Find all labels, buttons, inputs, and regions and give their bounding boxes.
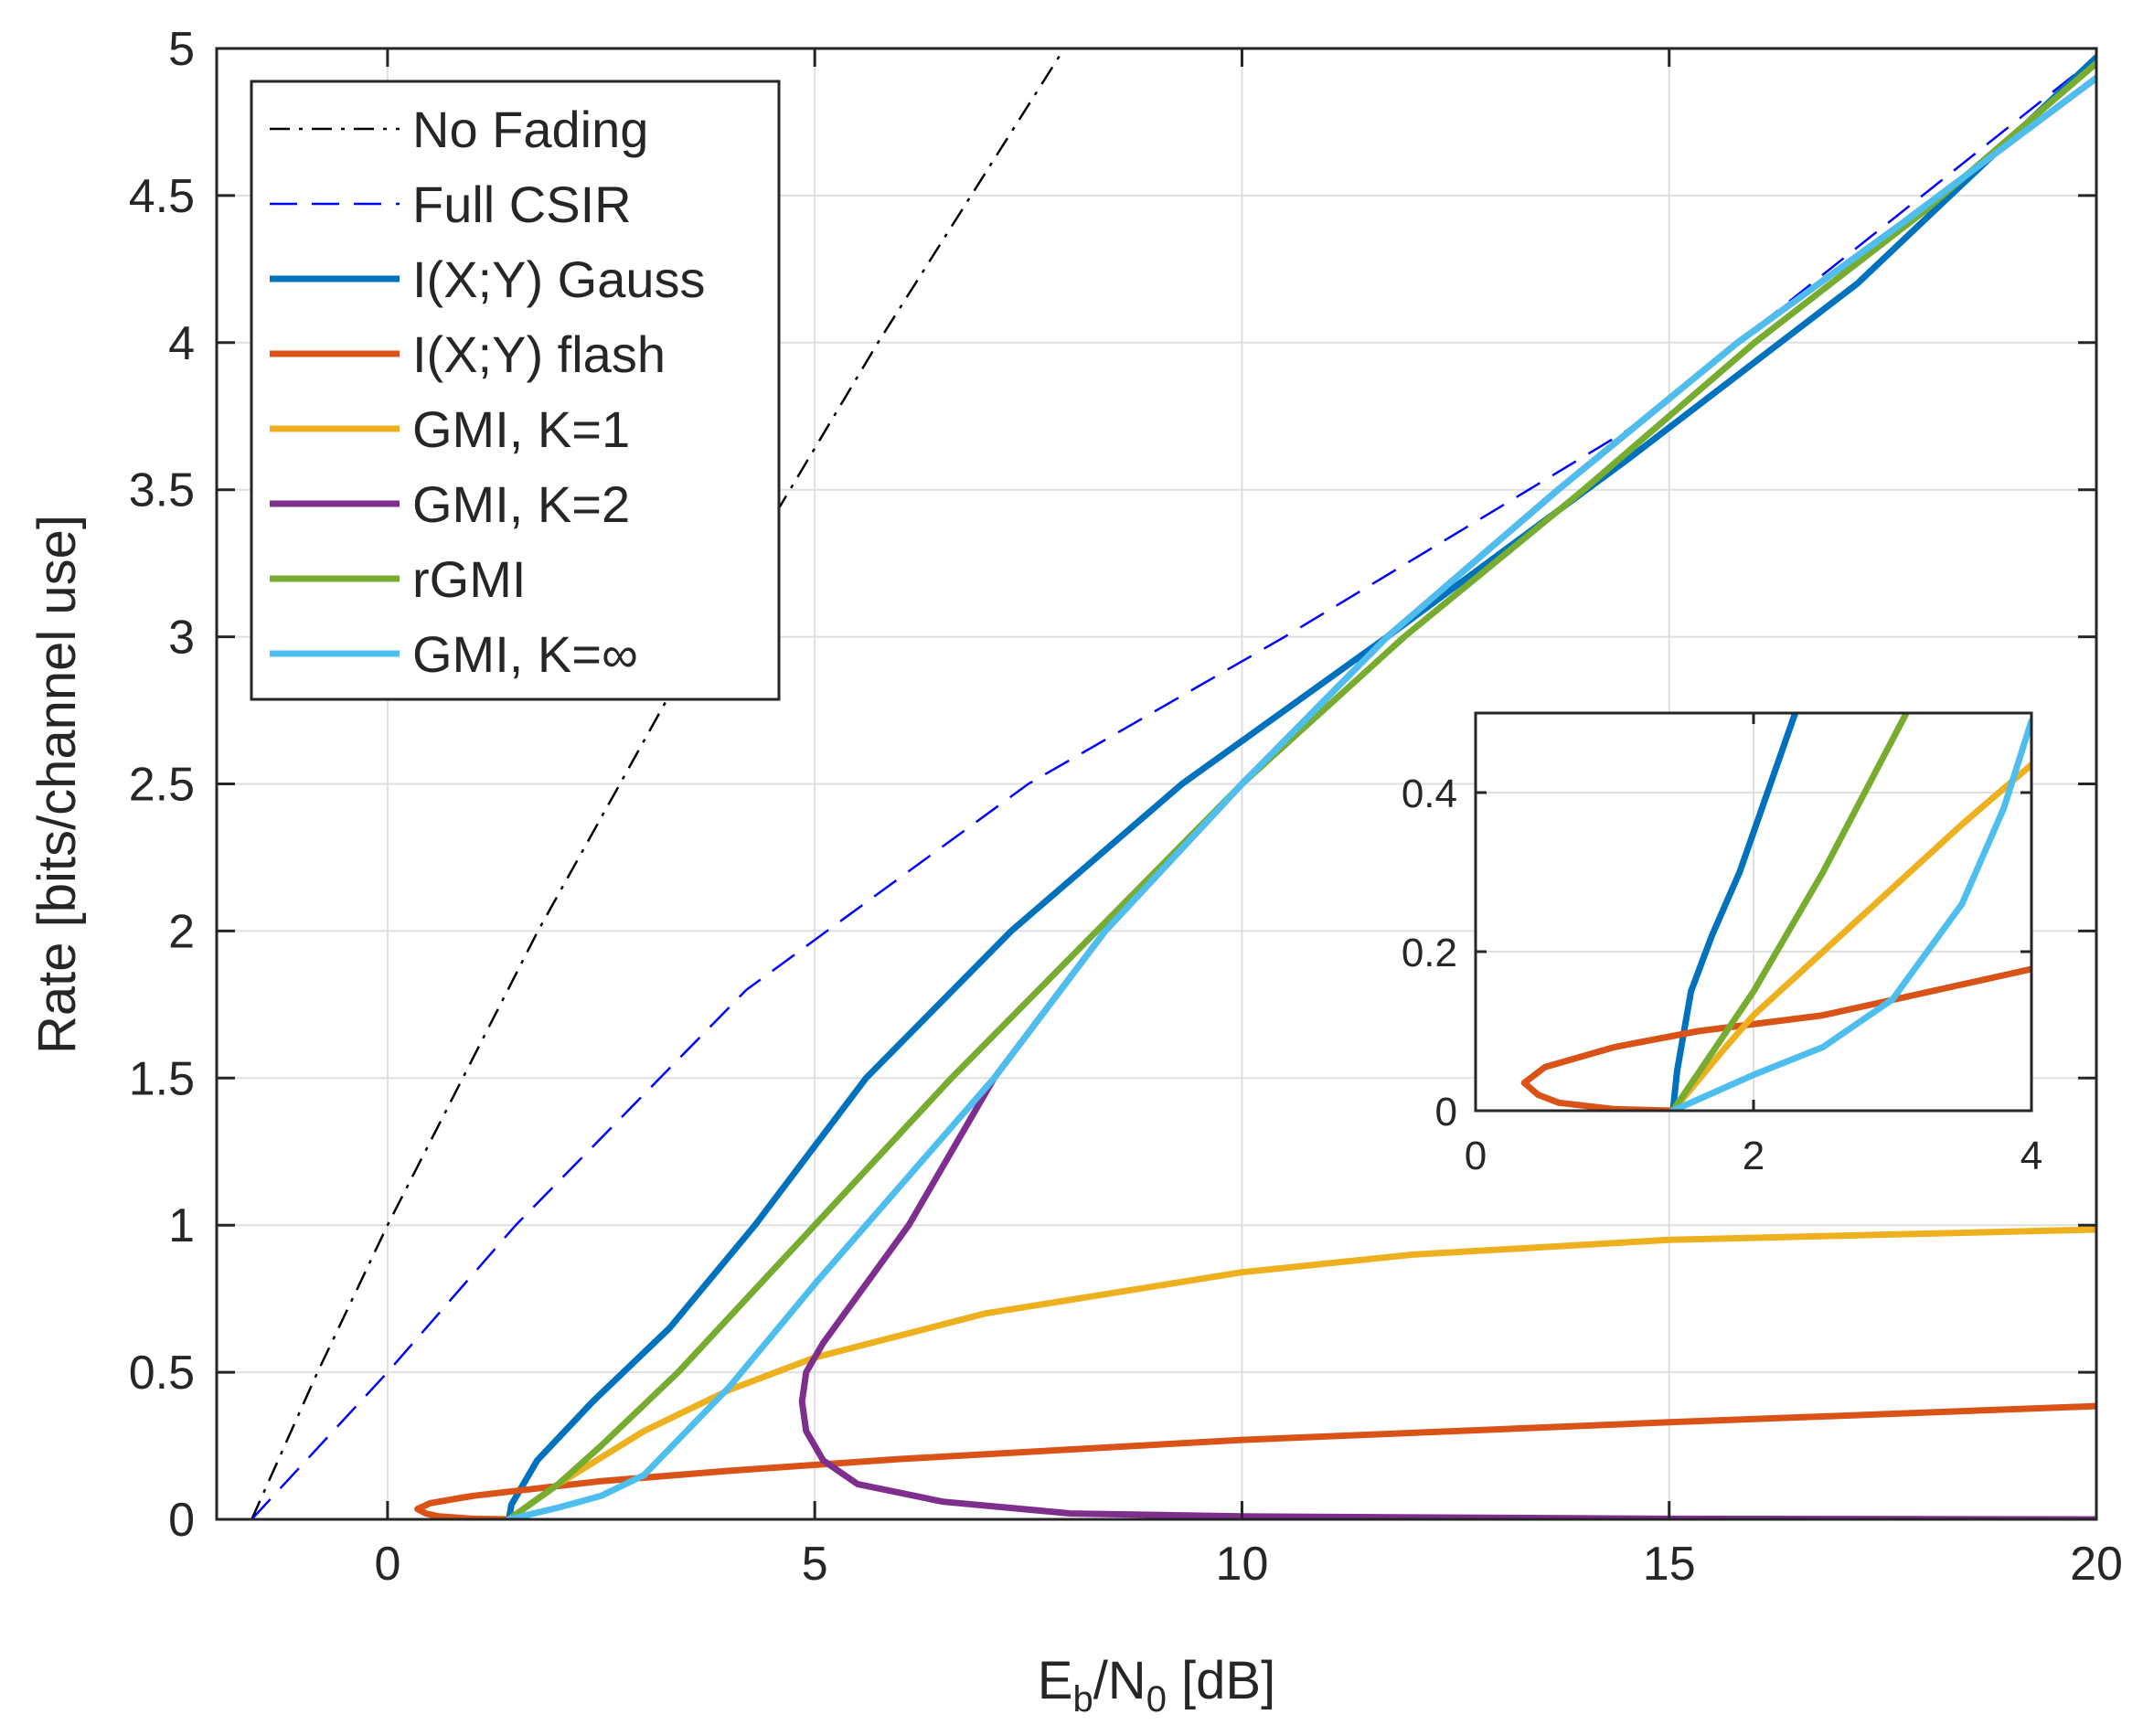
inset-series-line-i-x-y-flash	[1520, 965, 2031, 1111]
inset-series-group	[1520, 713, 2031, 1111]
x-tick-label: 20	[2070, 1538, 2123, 1591]
inset-series-line-gmi-k-1	[1669, 761, 2031, 1111]
legend-label-gmi-k-1: GMI, K=1	[412, 400, 630, 458]
y-tick-label: 5	[168, 23, 195, 76]
x-axis-title-base: E	[1038, 1651, 1073, 1710]
y-axis-title: Rate [bits/channel use]	[27, 515, 87, 1054]
legend-box	[250, 80, 781, 701]
x-axis-title-mid: /N	[1093, 1651, 1146, 1710]
y-tick-label: 2.5	[129, 759, 195, 812]
y-tick-label: 3.5	[129, 464, 195, 517]
inset-y-tick-label: 0.4	[1402, 772, 1457, 816]
series-line-gmi-k-1	[506, 1226, 2096, 1519]
series-line-gmi-k-inf	[506, 74, 2096, 1519]
x-axis-title-sub2: 0	[1146, 1679, 1167, 1720]
main-series-group	[251, 48, 2096, 1519]
inset-axes: 0 2 4 0 0.2 0.4	[1402, 711, 2042, 1178]
x-tick-label: 5	[802, 1538, 828, 1591]
inset-series-line-i-x-y-gauss	[1669, 713, 1799, 1111]
y-tick-label: 1.5	[129, 1052, 195, 1105]
series-line-rgmi	[506, 59, 2096, 1519]
x-tick-label: 10	[1216, 1538, 1269, 1591]
series-line-no-fading	[251, 48, 1066, 1519]
inset-x-tick-label: 0	[1465, 1134, 1487, 1178]
y-tick-label: 4.5	[129, 170, 195, 223]
inset-y-tick-label: 0	[1435, 1090, 1457, 1134]
series-line-i-x-y-flash	[414, 1402, 2096, 1519]
x-axis-title: Eb/N0 [dB]	[1038, 1651, 1275, 1720]
inset-x-tick-label: 2	[1743, 1134, 1765, 1178]
legend-label-no-fading: No Fading	[412, 101, 648, 158]
legend-label-gmi-k-inf: GMI, K=∞	[412, 625, 638, 683]
y-tick-label: 1	[168, 1199, 195, 1252]
inset-y-tick-label: 0.2	[1402, 931, 1457, 975]
y-tick-label: 0	[168, 1494, 195, 1547]
legend: No Fading Full CSIR I(X;Y) Gauss I(X;Y) fla…	[250, 80, 781, 701]
inset-ticks: 0 2 4 0 0.2 0.4	[1402, 713, 2042, 1178]
x-tick-label: 0	[374, 1538, 400, 1591]
legend-label-full-csir: Full CSIR	[412, 176, 632, 233]
y-tick-label: 4	[168, 317, 195, 370]
y-tick-label: 3	[168, 612, 195, 665]
legend-label-rgmi: rGMI	[412, 550, 526, 608]
inset-x-tick-label: 4	[2020, 1134, 2042, 1178]
x-tick-label: 15	[1643, 1538, 1696, 1591]
legend-label-i-x-y-flash: I(X;Y) flash	[412, 325, 666, 383]
inset-series-line-rgmi	[1669, 713, 1910, 1111]
inset-series-line-gmi-k-inf	[1669, 718, 2031, 1111]
y-tick-label: 0.5	[129, 1347, 195, 1400]
series-line-full-csir	[251, 56, 2096, 1519]
legend-label-i-x-y-gauss: I(X;Y) Gauss	[412, 250, 706, 308]
y-tick-label: 2	[168, 905, 195, 958]
legend-label-gmi-k-2: GMI, K=2	[412, 475, 630, 533]
x-axis-title-tail: [dB]	[1167, 1651, 1275, 1710]
x-axis-title-sub1: b	[1072, 1679, 1093, 1720]
